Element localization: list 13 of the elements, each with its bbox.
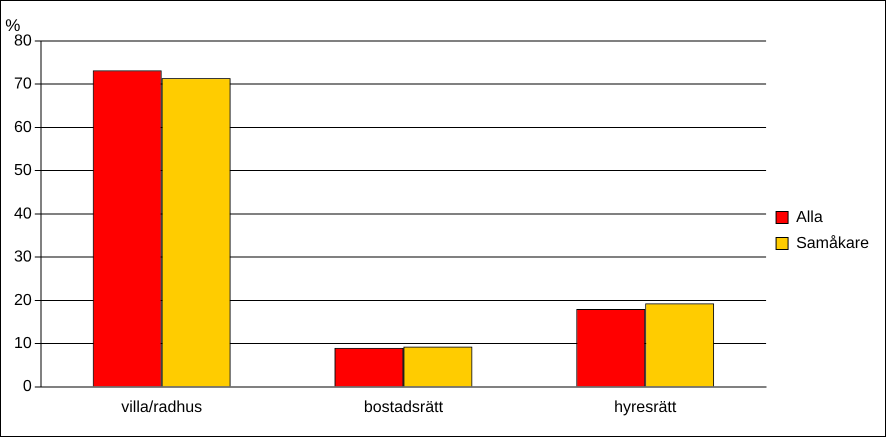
y-tick-label: 60 bbox=[14, 118, 32, 136]
x-tick-label: villa/radhus bbox=[121, 398, 202, 416]
x-tick-label: hyresrätt bbox=[614, 398, 677, 416]
y-tick-label: 20 bbox=[14, 292, 32, 309]
legend-label: Samåkare bbox=[796, 234, 870, 252]
y-tick-label: 30 bbox=[14, 248, 32, 266]
x-tick-label: bostadsrätt bbox=[364, 398, 444, 416]
y-tick-label: 70 bbox=[14, 76, 32, 93]
legend-label: Alla bbox=[796, 208, 823, 226]
y-tick-label: 0 bbox=[22, 378, 32, 396]
y-tick-label: 40 bbox=[14, 205, 32, 222]
y-tick-label: 50 bbox=[14, 162, 32, 180]
y-tick-label: 10 bbox=[14, 334, 32, 352]
